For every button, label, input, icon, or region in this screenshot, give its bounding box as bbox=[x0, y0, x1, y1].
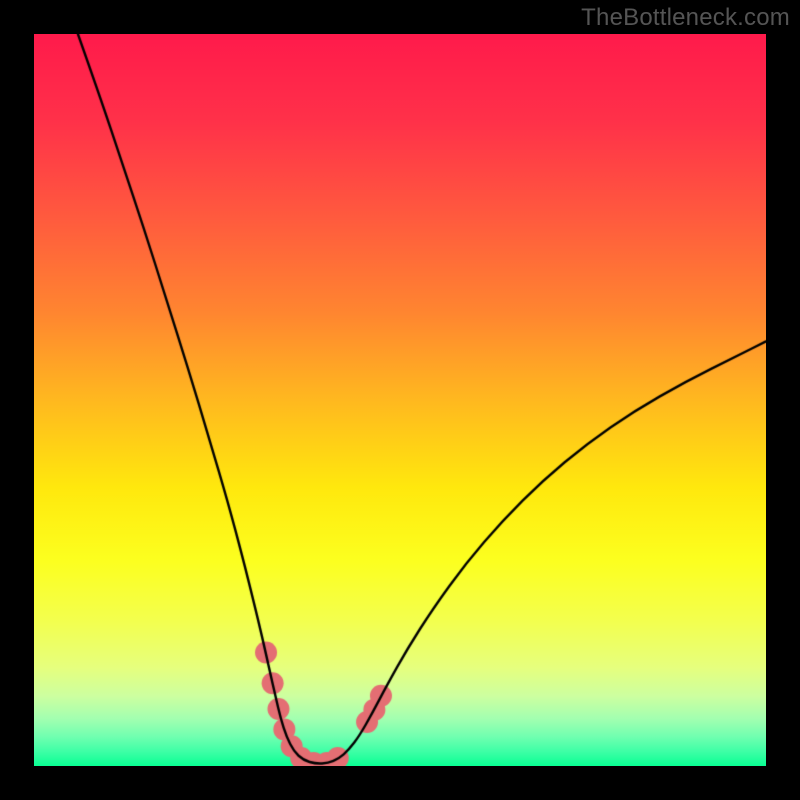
watermark-label: TheBottleneck.com bbox=[581, 4, 790, 32]
plot-frame bbox=[34, 34, 766, 766]
stage: TheBottleneck.com bbox=[0, 0, 800, 800]
gradient-background bbox=[34, 34, 766, 766]
